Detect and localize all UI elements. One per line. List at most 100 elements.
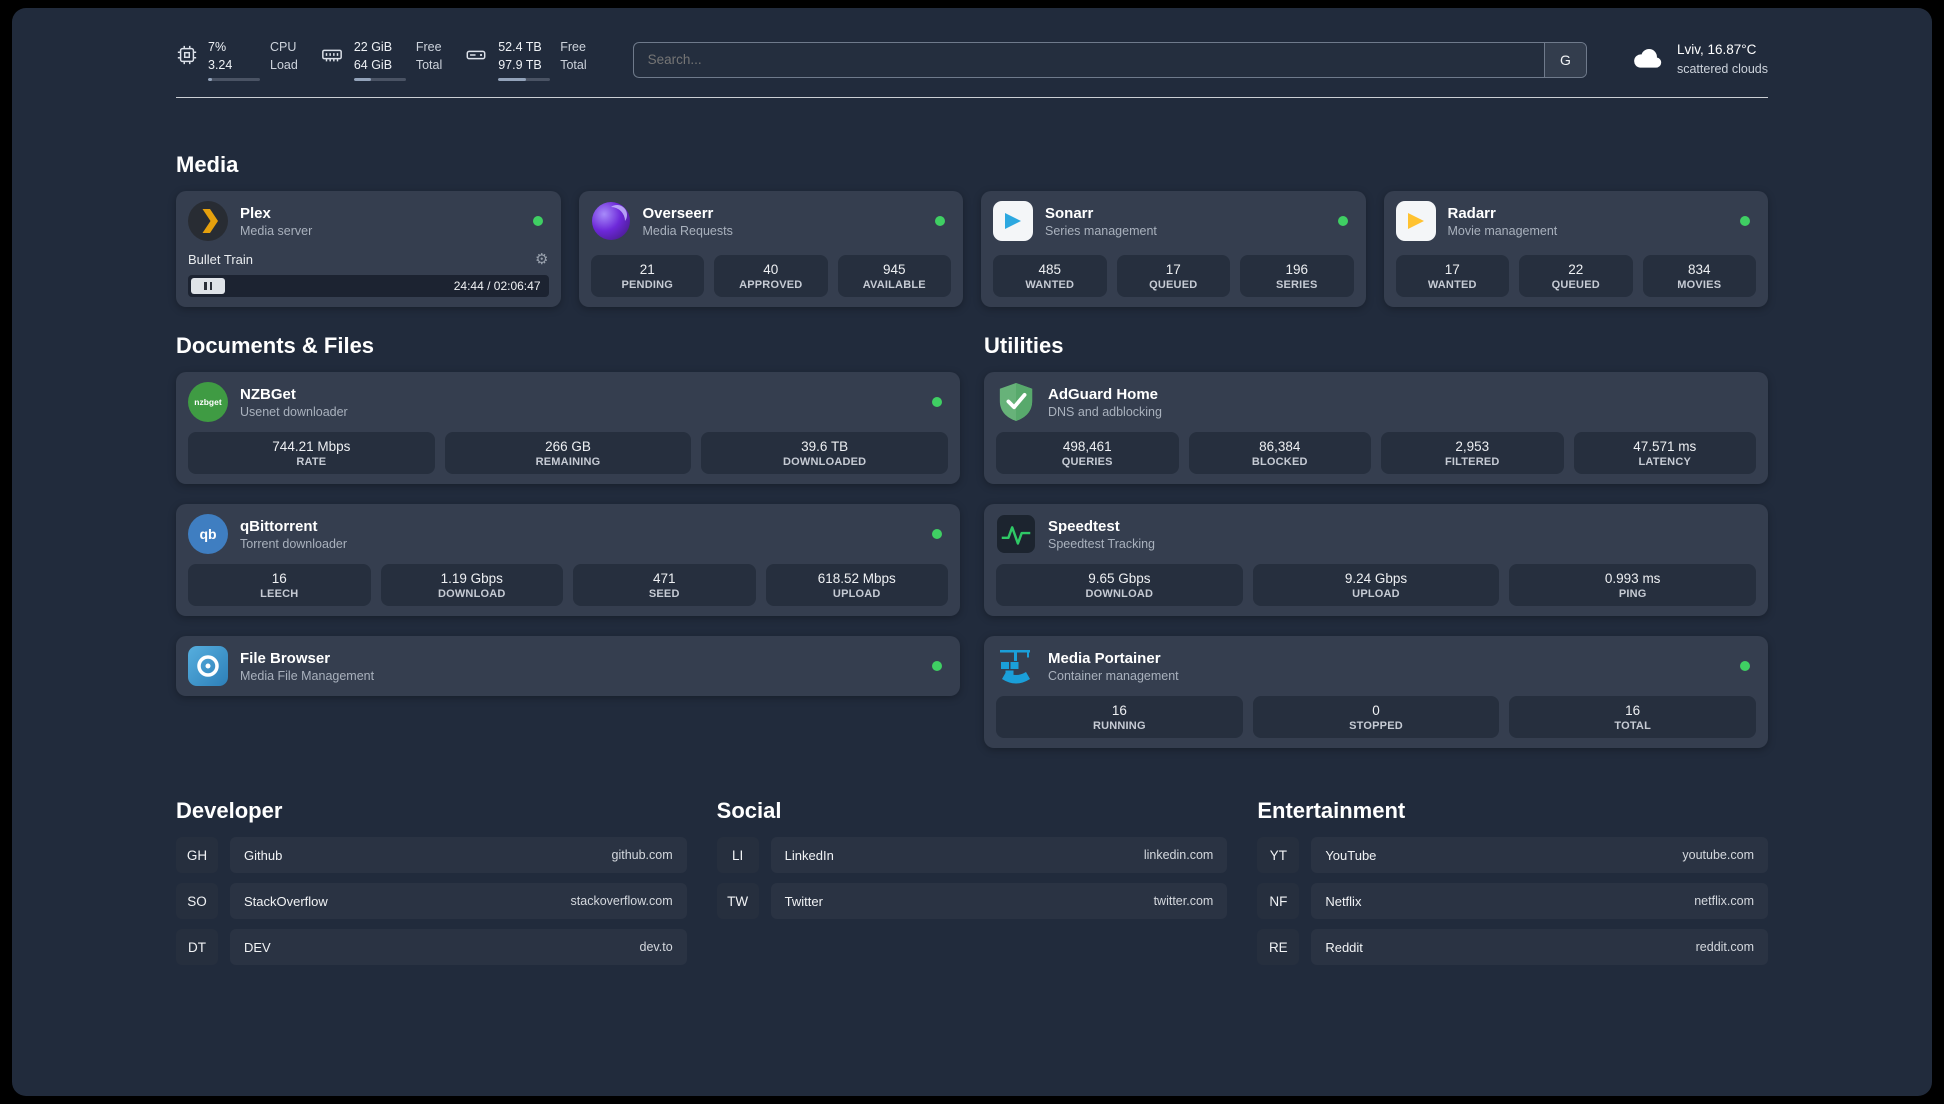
stat-tile: 0.993 ms PING: [1509, 564, 1757, 607]
stat-tile: 16 TOTAL: [1509, 696, 1757, 739]
status-dot: [1337, 216, 1348, 227]
search-input[interactable]: [633, 42, 1544, 77]
stat-tile: 9.24 Gbps UPLOAD: [1252, 564, 1500, 607]
disk-progress-bar: [498, 78, 551, 82]
nzbget-card[interactable]: nzbget NZBGet Usenet downloader 744.21 M…: [176, 372, 960, 485]
bookmark-abbr: RE: [1257, 929, 1300, 966]
radarr-card[interactable]: Radarr Movie management 17 WANTED 22 QUE…: [1383, 191, 1768, 308]
bookmark-abbr: DT: [176, 929, 218, 966]
app-desc: Speedtest Tracking: [1048, 536, 1156, 551]
bookmark-reddit[interactable]: RE Reddit reddit.com: [1257, 929, 1768, 966]
app-desc: Media File Management: [240, 668, 375, 683]
disk-icon: [464, 44, 488, 71]
portainer-icon: [996, 646, 1036, 686]
disk-metric: 52.4 TB 97.9 TB Free Total: [464, 38, 587, 82]
bookmark-abbr: LI: [716, 837, 759, 874]
app-desc: DNS and adblocking: [1048, 404, 1162, 419]
app-name: NZBGet: [240, 385, 296, 403]
app-name: Radarr: [1447, 204, 1496, 222]
developer-section-title: Developer: [176, 798, 283, 824]
bookmark-pill: YouTube youtube.com: [1311, 837, 1768, 874]
bookmark-twitter[interactable]: TW Twitter twitter.com: [716, 883, 1228, 920]
qbittorrent-card[interactable]: qb qBittorrent Torrent downloader 16 LEE…: [176, 504, 960, 617]
app-desc: Media Requests: [642, 223, 733, 238]
status-dot: [932, 397, 942, 408]
filebrowser-icon: [188, 646, 228, 687]
search-bar: G: [632, 41, 1587, 78]
bookmark-github[interactable]: GH Github github.com: [176, 837, 687, 874]
bookmark-abbr: GH: [176, 837, 218, 874]
bookmark-abbr: NF: [1257, 883, 1300, 920]
disk-values: 52.4 TB 97.9 TB: [498, 38, 551, 82]
stat-tile: 22 QUEUED: [1519, 255, 1633, 298]
cpu-progress-bar: [208, 78, 260, 82]
entertainment-bookmarks: Entertainment YT YouTube youtube.com NF …: [1257, 798, 1768, 975]
stat-tile: 834 MOVIES: [1642, 255, 1756, 298]
plex-card[interactable]: Plex Media server Bullet Train ⚙ 24:44 /…: [176, 191, 561, 308]
bookmark-pill: Reddit reddit.com: [1311, 929, 1768, 966]
documents-section-title: Documents & Files: [176, 333, 375, 359]
dashboard-page: 7% 3.24 CPU Load 22 GiB 64 GiB: [12, 8, 1932, 1096]
app-desc: Series management: [1045, 223, 1157, 238]
app-name: AdGuard Home: [1048, 385, 1159, 403]
sonarr-icon: [993, 201, 1033, 242]
stat-tile: 196 SERIES: [1240, 255, 1354, 298]
bookmark-youtube[interactable]: YT YouTube youtube.com: [1257, 837, 1768, 874]
bookmark-pill: Netflix netflix.com: [1311, 883, 1768, 920]
app-name: qBittorrent: [240, 517, 318, 535]
status-dot: [935, 216, 945, 227]
documents-column: Documents & Files nzbget NZBGet Usenet d…: [176, 333, 960, 748]
bookmark-pill: StackOverflow stackoverflow.com: [230, 883, 687, 920]
utilities-section-title: Utilities: [984, 333, 1064, 359]
radarr-icon: [1395, 201, 1436, 242]
stat-tile: 40 APPROVED: [714, 255, 828, 298]
stat-tile: 498,461 QUERIES: [996, 432, 1179, 475]
search-engine-button[interactable]: G: [1543, 42, 1586, 77]
nzbget-icon: nzbget: [188, 382, 228, 423]
player-time: 24:44 / 02:06:47: [453, 279, 541, 294]
gear-icon[interactable]: ⚙: [535, 251, 549, 269]
app-desc: Movie management: [1447, 223, 1558, 238]
social-section-title: Social: [716, 798, 782, 824]
stat-tile: 2,953 FILTERED: [1381, 432, 1564, 475]
ram-values: 22 GiB 64 GiB: [353, 38, 406, 82]
utilities-column: Utilities AdGuard Home: [984, 333, 1768, 749]
app-name: Speedtest: [1048, 517, 1120, 535]
player-seek-bar[interactable]: 24:44 / 02:06:47: [188, 275, 549, 298]
overseerr-card[interactable]: Overseerr Media Requests 21 PENDING 40 A…: [578, 191, 963, 308]
stat-tile: 485 WANTED: [993, 255, 1107, 298]
stat-tile: 945 AVAILABLE: [837, 255, 951, 298]
app-name: Overseerr: [642, 204, 714, 222]
ram-progress-bar: [353, 78, 406, 82]
topbar-divider: [176, 97, 1768, 99]
overseerr-icon: [591, 201, 631, 241]
adguard-card[interactable]: AdGuard Home DNS and adblocking 498,461 …: [984, 372, 1768, 485]
stat-tile: 21 PENDING: [590, 255, 704, 298]
portainer-card[interactable]: Media Portainer Container management 16 …: [984, 636, 1768, 749]
stat-tile: 618.52 Mbps UPLOAD: [765, 564, 948, 607]
pause-button[interactable]: [191, 278, 225, 295]
sonarr-card[interactable]: Sonarr Series management 485 WANTED 17 Q…: [981, 191, 1366, 308]
stat-tile: 16 RUNNING: [996, 696, 1243, 739]
bookmark-abbr: YT: [1257, 837, 1300, 874]
bookmark-pill: Twitter twitter.com: [770, 883, 1228, 920]
now-playing-title: Bullet Train: [188, 251, 254, 267]
filebrowser-card[interactable]: File Browser Media File Management: [176, 636, 960, 697]
adguard-icon: [996, 382, 1036, 422]
bookmark-netflix[interactable]: NF Netflix netflix.com: [1257, 883, 1768, 920]
bookmark-linkedin[interactable]: LI LinkedIn linkedin.com: [716, 837, 1228, 874]
stat-tile: 39.6 TB DOWNLOADED: [701, 432, 949, 475]
app-name: Plex: [240, 204, 271, 222]
app-desc: Media server: [240, 223, 313, 238]
ram-icon: [320, 44, 344, 71]
qbittorrent-icon: qb: [188, 514, 228, 555]
bookmark-dev[interactable]: DT DEV dev.to: [176, 929, 687, 966]
stat-tile: 1.19 Gbps DOWNLOAD: [380, 564, 563, 607]
speedtest-card[interactable]: Speedtest Speedtest Tracking 9.65 Gbps D…: [984, 504, 1768, 617]
cpu-values: 7% 3.24: [208, 38, 260, 82]
bookmark-stackoverflow[interactable]: SO StackOverflow stackoverflow.com: [176, 883, 687, 920]
stat-tile: 17 QUEUED: [1116, 255, 1230, 298]
status-dot: [1740, 661, 1750, 672]
developer-bookmarks: Developer GH Github github.com SO StackO…: [176, 798, 687, 975]
stat-tile: 16 LEECH: [188, 564, 371, 607]
